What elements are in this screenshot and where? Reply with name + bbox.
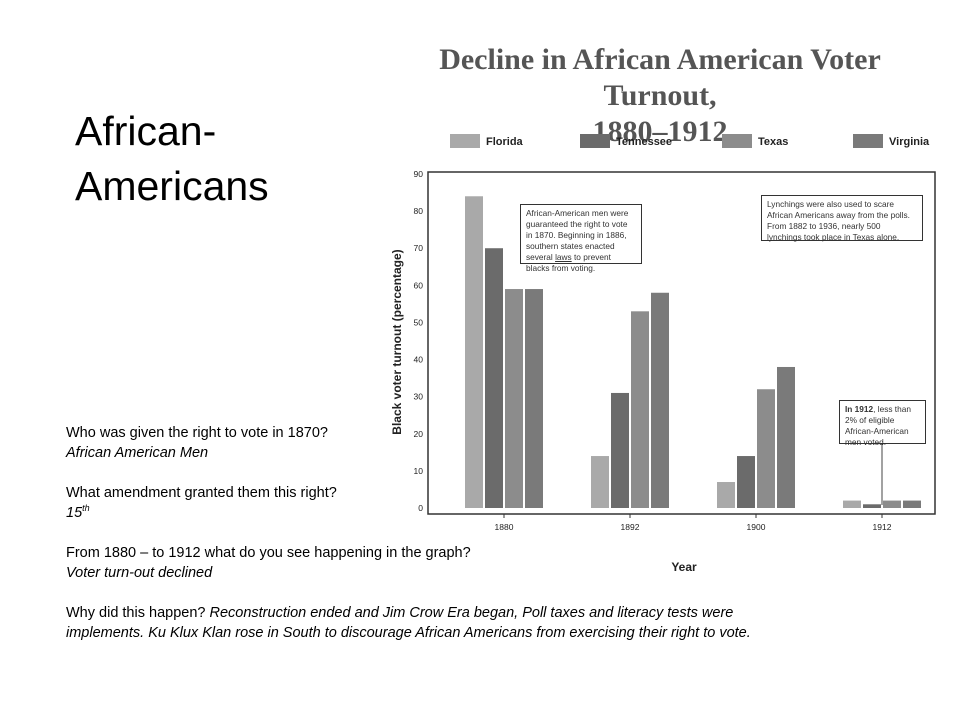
bar-texas-1912: [883, 500, 901, 508]
question-4: Why did this happen? Reconstruction ende…: [66, 603, 786, 643]
bar-tennessee-1880: [485, 248, 503, 508]
bar-tennessee-1900: [737, 456, 755, 508]
annotation-left-link-word: laws: [555, 252, 572, 262]
y-tick-label: 20: [414, 429, 424, 439]
annotation-left: African-American men were guaranteed the…: [520, 204, 642, 273]
x-axis-title: Year: [671, 560, 697, 574]
annotation-right-text: Lynchings were also used to scare Africa…: [767, 199, 910, 242]
chart-title-line2: 1880–1912: [592, 115, 728, 148]
answer-4: Reconstruction ended and Jim Crow Era be…: [66, 605, 751, 641]
slide-title-line1: African-: [75, 108, 217, 154]
x-tick-label: 1912: [873, 522, 892, 532]
legend-label-tennessee: Tennessee: [616, 136, 672, 148]
question-answer-block: Who was given the right to vote in 1870?…: [66, 423, 786, 643]
legend-label-texas: Texas: [758, 136, 788, 148]
bar-virginia-1900: [777, 366, 795, 508]
bar-virginia-1912: [903, 500, 921, 508]
answer-1: African American Men: [66, 445, 209, 461]
y-tick-label: 0: [418, 503, 423, 513]
legend-label-virginia: Virginia: [889, 136, 930, 148]
annotation-bottom: In 1912, less than 2% of eligible Africa…: [839, 400, 926, 447]
bar-florida-1892: [591, 456, 609, 508]
answer-2-number: 15: [66, 505, 83, 521]
slide-title: African- Americans: [75, 104, 375, 214]
y-tick-label: 50: [414, 317, 424, 327]
slide-title-line2: Americans: [75, 163, 269, 209]
legend-swatch-texas: [722, 134, 752, 148]
bar-texas-1900: [757, 389, 775, 508]
y-tick-label: 40: [414, 355, 424, 365]
bar-florida-1900: [717, 482, 735, 508]
annotation-left-text-end: to prevent blacks from voting.: [526, 252, 611, 273]
legend-label-florida: Florida: [486, 136, 524, 148]
annotation-left-text: African-American men were guaranteed the…: [526, 208, 629, 262]
question-4-text: Why did this happen?: [66, 605, 206, 621]
y-tick-label: 60: [414, 280, 424, 290]
answer-2-suffix: th: [82, 503, 90, 514]
question-2: What amendment granted them this right?: [66, 485, 337, 501]
legend-swatch-virginia: [853, 134, 883, 148]
annotation-bottom-text: , less than 2% of eligible African-Ameri…: [845, 404, 911, 447]
question-1: Who was given the right to vote in 1870?: [66, 425, 328, 441]
x-tick-label: 1880: [495, 522, 514, 532]
x-axis-ticks: 1880 1892 1900 1912: [495, 514, 892, 532]
chart-bars: [465, 196, 921, 508]
plot-frame: [427, 171, 936, 515]
y-axis-ticks: 0 10 20 30 40 50 60 70 80 90: [414, 169, 424, 513]
bar-texas-1892: [631, 311, 649, 508]
chart-legend: Florida Tennessee Texas Virginia: [450, 134, 930, 148]
question-3: From 1880 – to 1912 what do you see happ…: [66, 545, 471, 561]
x-tick-label: 1900: [747, 522, 766, 532]
bar-florida-1912: [843, 500, 861, 508]
y-axis-title-group: Black voter turnout (percentage): [390, 249, 404, 434]
legend-swatch-tennessee: [580, 134, 610, 148]
annotation-bottom-bold: In 1912: [845, 404, 874, 414]
bar-virginia-1880: [525, 289, 543, 508]
answer-2: 15th: [66, 503, 786, 523]
y-tick-label: 90: [414, 169, 424, 179]
y-tick-label: 80: [414, 206, 424, 216]
annotation-right: Lynchings were also used to scare Africa…: [761, 195, 923, 242]
chart-title-line1: Decline in African American Voter Turnou…: [439, 43, 881, 112]
bar-tennessee-1892: [611, 392, 629, 508]
bar-virginia-1892: [651, 292, 669, 508]
y-axis-title: Black voter turnout (percentage): [390, 249, 404, 434]
legend-swatch-florida: [450, 134, 480, 148]
answer-3: Voter turn-out declined: [66, 565, 213, 581]
y-tick-label: 10: [414, 466, 424, 476]
x-tick-label: 1892: [621, 522, 640, 532]
bar-florida-1880: [465, 196, 483, 508]
chart-title: Decline in African American Voter Turnou…: [395, 42, 925, 150]
y-tick-label: 30: [414, 392, 424, 402]
bar-texas-1880: [505, 289, 523, 508]
bar-tennessee-1912: [863, 504, 881, 508]
y-tick-label: 70: [414, 243, 424, 253]
